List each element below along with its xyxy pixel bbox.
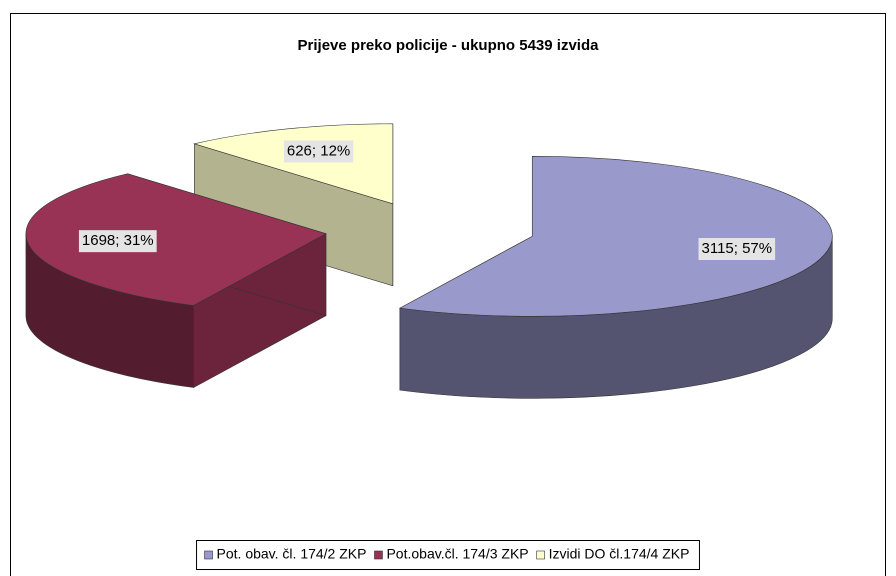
- pie: 3115; 57% 1698; 31% 626; 12%: [25, 123, 833, 399]
- data-label-box: [698, 238, 776, 261]
- legend-box: [196, 540, 700, 570]
- legend-label: Izvidi DO čl.174/4 ZKP: [549, 546, 690, 562]
- data-label-box: [283, 140, 354, 163]
- slice: [398, 156, 833, 317]
- slice: [25, 173, 327, 306]
- legend-swatch: [374, 550, 383, 560]
- data-label: 1698; 31%: [82, 232, 154, 249]
- legend: Pot. obav. čl. 174/2 ZKP Pot.obav.čl. 174…: [196, 540, 700, 570]
- data-label: 3115; 57%: [702, 240, 773, 257]
- data-label: 626; 12%: [287, 142, 350, 159]
- data-label-box: [78, 230, 157, 253]
- legend-swatch: [536, 550, 545, 560]
- legend-label: Pot. obav. čl. 174/2 ZKP: [217, 546, 367, 562]
- chart-title: Prijeve preko policije - ukupno 5439 izv…: [298, 37, 600, 54]
- legend-swatch: [204, 550, 213, 560]
- legend-label: Pot.obav.čl. 174/3 ZKP: [386, 546, 528, 562]
